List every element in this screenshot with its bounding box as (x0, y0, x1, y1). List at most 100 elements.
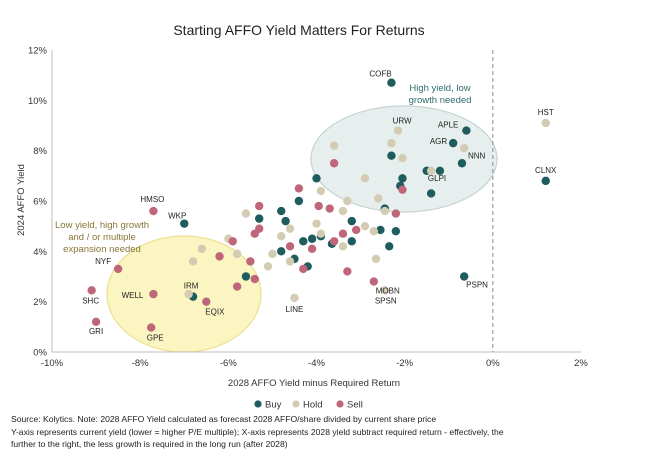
chart-title: Starting AFFO Yield Matters For Returns (173, 22, 424, 38)
point-label: APLE (438, 121, 458, 130)
data-point-sell (351, 225, 361, 235)
x-tick-label: 0% (486, 358, 500, 369)
x-tick-label: -4% (308, 358, 325, 369)
point-label: MOBN (376, 287, 400, 296)
point-label: GLPI (428, 174, 446, 183)
data-point-sell (329, 237, 339, 246)
data-point-hold (268, 249, 277, 259)
data-point-sell (87, 286, 96, 295)
data-point-sell (294, 184, 304, 193)
data-point-sell (285, 242, 295, 251)
data-point-buy (281, 216, 290, 226)
data-point-buy (387, 78, 396, 87)
data-point-hold (426, 166, 436, 175)
data-point-buy (398, 174, 407, 183)
data-point-hold (316, 229, 326, 238)
legend-marker-sell (336, 400, 344, 408)
data-point-hold (360, 174, 370, 183)
y-axis-label: 2024 AFFO Yield (16, 164, 27, 236)
footnote: Source: Kolytics. Note: 2028 AFFO Yield … (11, 413, 641, 451)
data-point-hold (380, 206, 390, 216)
data-point-sell (329, 159, 339, 168)
data-point-buy (241, 272, 251, 281)
data-point-hold (393, 126, 403, 135)
footnote-line-2: Y-axis represents current yield (lower =… (11, 426, 504, 437)
data-point-buy (435, 166, 445, 175)
y-tick-label: 8% (33, 146, 47, 157)
point-label: WELL (122, 291, 144, 300)
point-label: IRM (184, 282, 199, 291)
footnote-source: Source: Kolytics. Note: 2028 AFFO Yield … (11, 414, 437, 424)
data-point-hold (329, 141, 339, 150)
data-point-hold (277, 232, 286, 241)
data-point-hold (369, 227, 379, 236)
y-tick-label: 6% (33, 197, 47, 208)
data-point-buy (459, 272, 469, 281)
data-point-sell (202, 297, 211, 306)
annotation-text: Low yield, high growth (55, 220, 149, 231)
data-point-buy (180, 219, 189, 228)
data-point-buy (385, 242, 394, 251)
data-point-sell (307, 244, 317, 254)
y-tick-label: 12% (28, 46, 48, 57)
data-point-buy (254, 214, 264, 223)
data-point-hold (290, 293, 299, 303)
annotation-text: growth needed (409, 95, 472, 106)
point-label: GRI (89, 327, 103, 336)
y-tick-label: 0% (33, 348, 47, 359)
data-point-buy (347, 237, 356, 246)
data-point-sell (314, 201, 323, 211)
data-point-hold (197, 244, 207, 254)
data-point-buy (294, 196, 304, 206)
point-label: COFB (369, 70, 391, 79)
data-point-sell (325, 204, 334, 213)
point-label: WKP (168, 212, 186, 221)
data-point-sell (369, 277, 379, 286)
legend-marker-hold (292, 400, 300, 408)
point-label: NYF (95, 257, 111, 266)
data-point-buy (277, 206, 286, 216)
data-point-sell (391, 209, 401, 218)
y-tick-label: 10% (28, 96, 48, 107)
point-label: SHC (82, 296, 99, 305)
data-point-sell (338, 229, 348, 238)
data-point-sell (254, 201, 264, 211)
point-label: LINE (286, 305, 304, 314)
data-point-sell (113, 264, 123, 274)
y-tick-label: 2% (33, 297, 47, 308)
data-point-hold (374, 194, 383, 203)
data-point-buy (426, 189, 436, 198)
data-point-sell (299, 264, 308, 274)
data-point-sell (146, 323, 156, 332)
data-point-hold (312, 219, 321, 228)
data-point-hold (316, 186, 326, 196)
data-point-hold (459, 143, 469, 153)
data-point-hold (380, 286, 390, 295)
data-point-buy (387, 151, 396, 160)
data-point-buy (307, 234, 317, 243)
data-point-hold (398, 154, 407, 163)
point-label: HMSO (140, 195, 164, 204)
data-point-hold (263, 262, 273, 271)
data-point-sell (232, 282, 242, 291)
point-label: NNN (468, 151, 486, 160)
point-label: CLNX (535, 166, 557, 175)
legend-label-hold: Hold (303, 400, 323, 411)
data-point-sell (246, 257, 255, 266)
data-point-sell (228, 237, 237, 246)
point-label: HST (538, 108, 554, 117)
legend-label-buy: Buy (265, 400, 282, 411)
data-point-sell (149, 206, 158, 216)
data-point-buy (376, 225, 385, 235)
data-point-buy (462, 126, 471, 135)
data-point-buy (541, 176, 550, 186)
data-point-sell (250, 229, 259, 238)
x-tick-label: -8% (132, 358, 149, 369)
annotation-text: expansion needed (63, 244, 141, 255)
data-point-buy (347, 216, 356, 226)
data-point-hold (338, 206, 348, 216)
point-label: AGR (430, 137, 448, 146)
data-point-hold (232, 249, 242, 259)
data-point-sell (215, 252, 224, 261)
